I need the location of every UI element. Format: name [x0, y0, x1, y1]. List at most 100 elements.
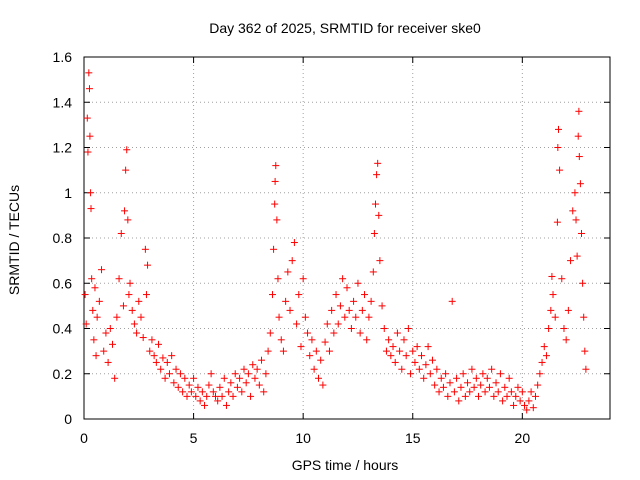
- data-point-marker: [439, 383, 447, 391]
- data-point-marker: [527, 388, 535, 396]
- data-point-marker: [90, 336, 98, 344]
- data-point-marker: [209, 388, 217, 396]
- y-tick-label: 1: [64, 185, 72, 201]
- y-tick-label: 0.2: [53, 366, 73, 382]
- data-point-marker: [115, 275, 123, 283]
- data-point-marker: [264, 347, 272, 355]
- y-tick-label: 0.4: [53, 321, 73, 337]
- data-point-marker: [161, 374, 169, 382]
- data-point-marker: [111, 374, 119, 382]
- data-point-marker: [270, 245, 278, 253]
- data-point-marker: [562, 336, 570, 344]
- data-point-marker: [499, 397, 507, 405]
- data-point-marker: [345, 306, 353, 314]
- y-tick-label: 0.8: [53, 230, 73, 246]
- y-tick-label: 1.6: [53, 49, 73, 65]
- data-point-marker: [579, 279, 587, 287]
- data-point-marker: [125, 291, 133, 299]
- x-tick-label: 10: [295, 430, 311, 446]
- data-point-marker: [172, 365, 180, 373]
- data-point-marker: [85, 85, 93, 93]
- data-point-marker: [580, 313, 588, 321]
- data-point-marker: [170, 379, 178, 387]
- data-point-marker: [282, 297, 290, 305]
- data-point-marker: [142, 291, 150, 299]
- data-point-marker: [433, 365, 441, 373]
- data-point-marker: [126, 279, 134, 287]
- data-point-marker: [536, 370, 544, 378]
- data-point-marker: [279, 347, 287, 355]
- data-point-marker: [514, 383, 522, 391]
- data-point-marker: [81, 291, 89, 299]
- data-point-marker: [572, 216, 580, 224]
- data-point-marker: [341, 313, 349, 321]
- data-point-marker: [255, 381, 263, 389]
- data-point-marker: [212, 392, 219, 400]
- data-point-marker: [273, 216, 281, 224]
- data-point-marker: [464, 379, 472, 387]
- data-point-marker: [201, 401, 209, 409]
- data-point-marker: [554, 144, 562, 151]
- data-point-marker: [424, 343, 432, 351]
- data-point-marker: [560, 325, 568, 332]
- data-point-marker: [277, 336, 285, 344]
- data-point-marker: [540, 343, 548, 351]
- data-point-marker: [363, 336, 371, 344]
- data-point-marker: [459, 370, 467, 378]
- data-point-marker: [236, 374, 244, 382]
- data-point-marker: [518, 388, 526, 396]
- data-point-marker: [321, 338, 329, 346]
- data-point-marker: [531, 392, 539, 400]
- data-point-marker: [196, 397, 204, 405]
- data-point-marker: [146, 347, 154, 355]
- data-point-marker: [328, 306, 336, 314]
- data-point-marker: [523, 406, 531, 414]
- data-point-marker: [378, 302, 386, 310]
- data-point-marker: [358, 306, 366, 314]
- data-point-marker: [369, 268, 377, 276]
- data-point-marker: [306, 352, 314, 360]
- data-point-marker: [119, 302, 127, 310]
- data-point-marker: [319, 381, 327, 389]
- data-point-marker: [227, 379, 235, 387]
- data-point-marker: [481, 388, 489, 396]
- data-point-marker: [220, 374, 228, 382]
- data-point-marker: [135, 297, 143, 305]
- data-point-marker: [93, 313, 101, 321]
- data-point-marker: [231, 370, 239, 378]
- data-point-marker: [251, 374, 259, 382]
- data-point-marker: [387, 352, 395, 360]
- data-point-marker: [468, 365, 476, 373]
- data-point-marker: [262, 370, 270, 378]
- data-point-marker: [187, 388, 195, 396]
- data-point-marker: [82, 320, 90, 328]
- data-point-marker: [404, 325, 412, 332]
- data-point-marker: [323, 320, 331, 328]
- data-point-marker: [553, 218, 561, 226]
- data-point-marker: [194, 383, 202, 391]
- data-point-marker: [218, 392, 226, 400]
- data-point-marker: [260, 388, 268, 396]
- x-axis-label: GPS time / hours: [292, 457, 399, 473]
- data-point-marker: [525, 397, 533, 405]
- data-point-marker: [85, 69, 93, 77]
- data-point-marker: [203, 392, 211, 400]
- data-point-marker: [343, 284, 351, 292]
- data-point-marker: [455, 397, 463, 405]
- data-point-marker: [356, 329, 364, 337]
- data-point-marker: [446, 379, 454, 387]
- data-point-marker: [336, 302, 344, 310]
- data-markers: [81, 69, 590, 414]
- data-point-marker: [477, 381, 485, 389]
- data-point-marker: [148, 336, 156, 344]
- data-point-marker: [284, 268, 292, 276]
- data-point-marker: [87, 189, 95, 197]
- data-point-marker: [288, 257, 296, 265]
- data-point-marker: [315, 374, 323, 382]
- data-point-marker: [152, 358, 160, 366]
- data-point-marker: [431, 381, 439, 389]
- data-point-marker: [295, 291, 303, 299]
- data-point-marker: [163, 358, 171, 366]
- data-point-marker: [567, 257, 575, 265]
- data-point-marker: [391, 358, 399, 366]
